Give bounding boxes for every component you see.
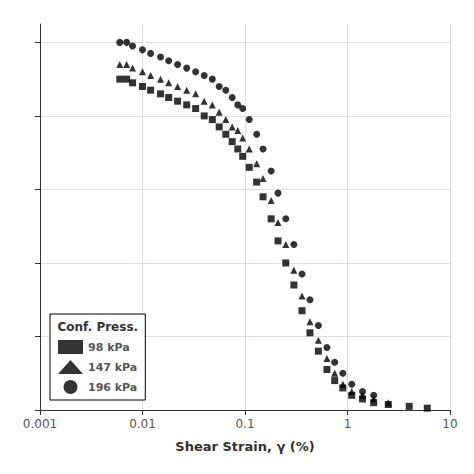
svg-text:Conf. Press.: Conf. Press.	[58, 320, 139, 334]
svg-text:10: 10	[442, 417, 457, 431]
svg-text:0.001: 0.001	[23, 417, 57, 431]
svg-text:1: 1	[344, 417, 352, 431]
svg-text:147 kPa: 147 kPa	[88, 361, 137, 374]
svg-text:0.01: 0.01	[129, 417, 156, 431]
svg-text:196 kPa: 196 kPa	[88, 381, 137, 394]
svg-text:0.1: 0.1	[235, 417, 254, 431]
svg-text:Shear Strain, γ (%): Shear Strain, γ (%)	[175, 439, 314, 454]
svg-text:98 kPa: 98 kPa	[88, 341, 130, 354]
